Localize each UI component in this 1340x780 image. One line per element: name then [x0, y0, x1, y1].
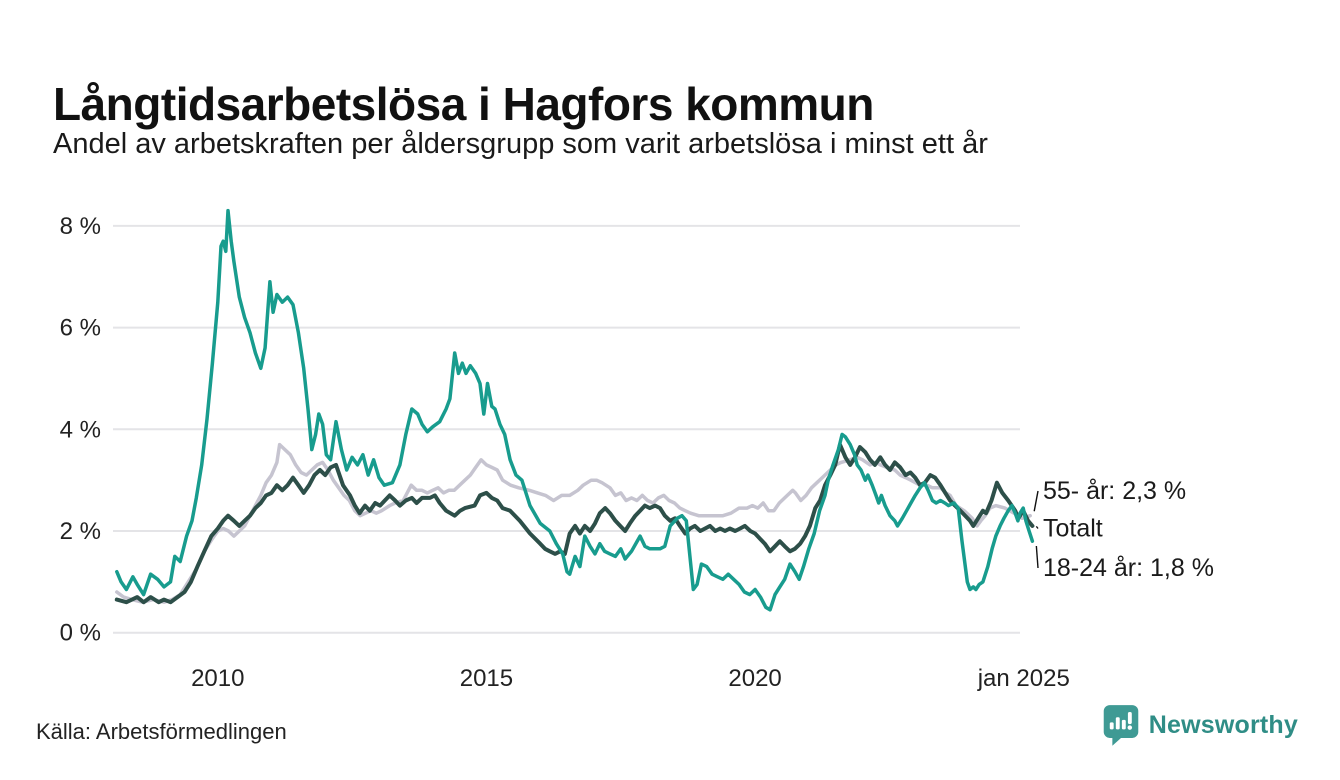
series-end-label: 55- år: 2,3 %	[1043, 477, 1186, 505]
leader-line	[1035, 545, 1039, 569]
y-tick-label: 6 %	[60, 315, 101, 342]
series-line-18-24 år	[115, 208, 1035, 612]
page-subtitle: Andel av arbetskraften per åldersgrupp s…	[53, 128, 988, 160]
leader-line	[1033, 490, 1039, 512]
page-title: Långtidsarbetslösa i Hagfors kommun	[53, 77, 874, 130]
y-tick-label: 8 %	[60, 213, 101, 240]
x-tick-label: 2015	[460, 665, 513, 692]
y-tick-label: 4 %	[60, 416, 101, 443]
source-note: Källa: Arbetsförmedlingen	[36, 719, 287, 744]
y-tick-label: 2 %	[60, 518, 101, 545]
newsworthy-logo-icon	[1102, 703, 1140, 747]
series-line-Totalt	[114, 442, 1035, 605]
y-tick-label: 0 %	[60, 620, 101, 647]
series-end-label: 18-24 år: 1,8 %	[1043, 554, 1214, 582]
x-tick-label: 2010	[191, 665, 244, 692]
x-tick-label: jan 2025	[977, 665, 1070, 692]
newsworthy-wordmark: Newsworthy	[1148, 710, 1298, 739]
x-tick-label: 2020	[728, 665, 781, 692]
series-end-label: Totalt	[1043, 515, 1103, 543]
leader-line	[1035, 525, 1039, 529]
newsworthy-brand: Newsworthy	[1102, 703, 1298, 747]
